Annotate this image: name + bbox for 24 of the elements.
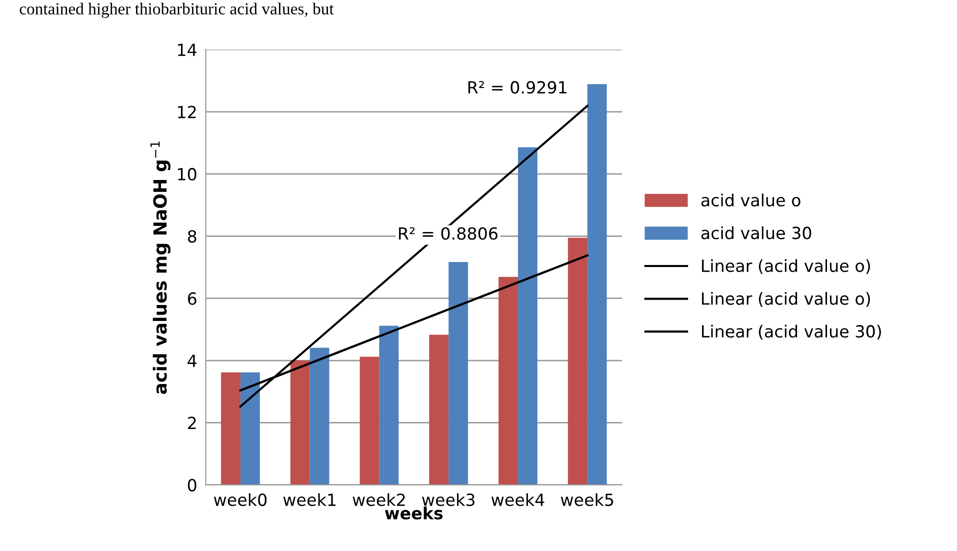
y-tick-label: 14	[178, 44, 196, 56]
x-tick-label: week5	[560, 493, 614, 506]
x-tick-label: week3	[422, 493, 474, 506]
legend-label: Linear (acid value o)	[702, 259, 870, 274]
x-tick-label: week4	[491, 493, 544, 506]
y-tick-label: 6	[188, 292, 196, 305]
y-tick-label: 12	[178, 106, 196, 118]
y-tick-label: 0	[188, 478, 196, 492]
x-tick-label: week2	[352, 493, 405, 506]
x-tick-label: week1	[283, 493, 336, 506]
legend-label: Linear (acid value o)	[702, 292, 870, 307]
x-axis-title: weeks	[384, 506, 443, 520]
y-tick-label: 2	[188, 416, 196, 430]
x-tick-label: week0	[214, 493, 267, 506]
y-tick-label: 4	[188, 354, 196, 367]
legend-label: acid value 30	[701, 226, 812, 240]
y-tick-label: 10	[178, 168, 196, 181]
y-axis-title: acid values mg NaOH g$^{−1}$	[150, 142, 170, 394]
legend-label: acid value o	[701, 194, 800, 206]
text: contained higher thiobarbituric acid values, but	[20, 2, 334, 18]
legend-label: Linear (acid value 30)	[702, 324, 881, 340]
y-tick-label: 8	[188, 230, 196, 243]
annotation: R² = 0.8806	[399, 227, 498, 240]
annotation: R² = 0.9291	[468, 81, 566, 94]
